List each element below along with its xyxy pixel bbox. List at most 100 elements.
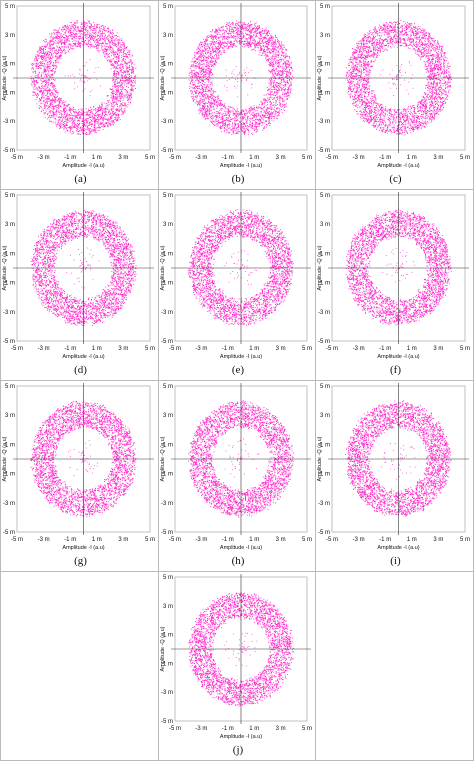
- scatter-point: [271, 112, 272, 113]
- scatter-point: [45, 39, 46, 40]
- scatter-point: [128, 97, 129, 98]
- scatter-point: [201, 98, 202, 99]
- scatter-point: [60, 52, 61, 53]
- scatter-point: [275, 36, 276, 37]
- scatter-point: [288, 87, 289, 88]
- scatter-point: [281, 82, 282, 83]
- scatter-point: [69, 41, 70, 42]
- scatter-point: [127, 94, 128, 95]
- scatter-point: [35, 73, 36, 74]
- scatter-point: [64, 121, 65, 122]
- scatter-point: [65, 53, 66, 54]
- scatter-point: [122, 42, 123, 43]
- scatter-point: [69, 43, 70, 44]
- scatter-point: [54, 47, 55, 48]
- scatter-point: [60, 98, 61, 99]
- scatter-point: [85, 120, 86, 121]
- scatter-point: [272, 99, 273, 100]
- scatter-point: [36, 99, 37, 100]
- scatter-point: [80, 130, 81, 131]
- scatter-point: [259, 43, 260, 44]
- scatter-point: [291, 83, 292, 84]
- scatter-point: [135, 76, 136, 77]
- scatter-point: [76, 116, 77, 117]
- scatter-point: [82, 108, 83, 109]
- scatter-point: [211, 101, 212, 102]
- scatter-point: [37, 88, 38, 89]
- scatter-point: [223, 113, 224, 114]
- scatter-point: [211, 83, 212, 84]
- scatter-point: [257, 123, 258, 124]
- scatter-point: [220, 46, 221, 47]
- scatter-point: [95, 131, 96, 132]
- scatter-point: [218, 125, 219, 126]
- scatter-point: [118, 44, 119, 45]
- scatter-point: [283, 71, 284, 72]
- scatter-point: [48, 113, 49, 114]
- scatter-point: [274, 46, 275, 47]
- scatter-point: [82, 113, 83, 114]
- scatter-point: [131, 80, 132, 81]
- scatter-point: [62, 127, 63, 128]
- scatter-point: [42, 96, 43, 97]
- scatter-point: [70, 132, 71, 133]
- scatter-point: [39, 49, 40, 50]
- scatter-point: [132, 56, 133, 57]
- scatter-point: [47, 90, 48, 91]
- scatter-point: [85, 28, 86, 29]
- scatter-point: [270, 119, 271, 120]
- scatter-point: [275, 84, 276, 85]
- scatter-point: [84, 82, 85, 83]
- scatter-point: [70, 29, 71, 30]
- scatter-point: [122, 77, 123, 78]
- scatter-point: [280, 104, 281, 105]
- scatter-point: [105, 26, 106, 27]
- scatter-point: [113, 54, 114, 55]
- scatter-point: [260, 46, 261, 47]
- scatter-point: [126, 64, 127, 65]
- scatter-point: [60, 99, 61, 100]
- scatter-point: [80, 36, 81, 37]
- scatter-point: [45, 103, 46, 104]
- scatter-point: [66, 105, 67, 106]
- scatter-point: [119, 55, 120, 56]
- scatter-point: [210, 46, 211, 47]
- scatter-point: [117, 36, 118, 37]
- scatter-point: [76, 46, 77, 47]
- scatter-point: [272, 113, 273, 114]
- scatter-point: [78, 127, 79, 128]
- scatter-point: [63, 100, 64, 101]
- scatter-point: [59, 112, 60, 113]
- scatter-point: [77, 28, 78, 29]
- scatter-point: [72, 32, 73, 33]
- scatter-point: [206, 111, 207, 112]
- scatter-point: [229, 43, 230, 44]
- scatter-point: [64, 29, 65, 30]
- scatter-point: [108, 29, 109, 30]
- scatter-point: [74, 34, 75, 35]
- scatter-point: [42, 46, 43, 47]
- scatter-point: [72, 38, 73, 39]
- scatter-point: [52, 65, 53, 66]
- scatter-point: [102, 50, 103, 51]
- scatter-point: [221, 108, 222, 109]
- scatter-point: [94, 120, 95, 121]
- scatter-point: [66, 122, 67, 123]
- scatter-point: [120, 119, 121, 120]
- scatter-point: [250, 112, 251, 113]
- scatter-point: [99, 50, 100, 51]
- scatter-point: [112, 38, 113, 39]
- scatter-point: [233, 113, 234, 114]
- scatter-point: [52, 92, 53, 93]
- scatter-point: [97, 44, 98, 45]
- scatter-point: [118, 57, 119, 58]
- scatter-point: [91, 126, 92, 127]
- scatter-point: [200, 64, 201, 65]
- scatter-point: [269, 62, 270, 63]
- scatter-point: [66, 115, 67, 116]
- scatter-point: [33, 71, 34, 72]
- scatter-point: [105, 118, 106, 119]
- scatter-point: [43, 90, 44, 91]
- scatter-point: [253, 49, 254, 50]
- scatter-point: [192, 66, 193, 67]
